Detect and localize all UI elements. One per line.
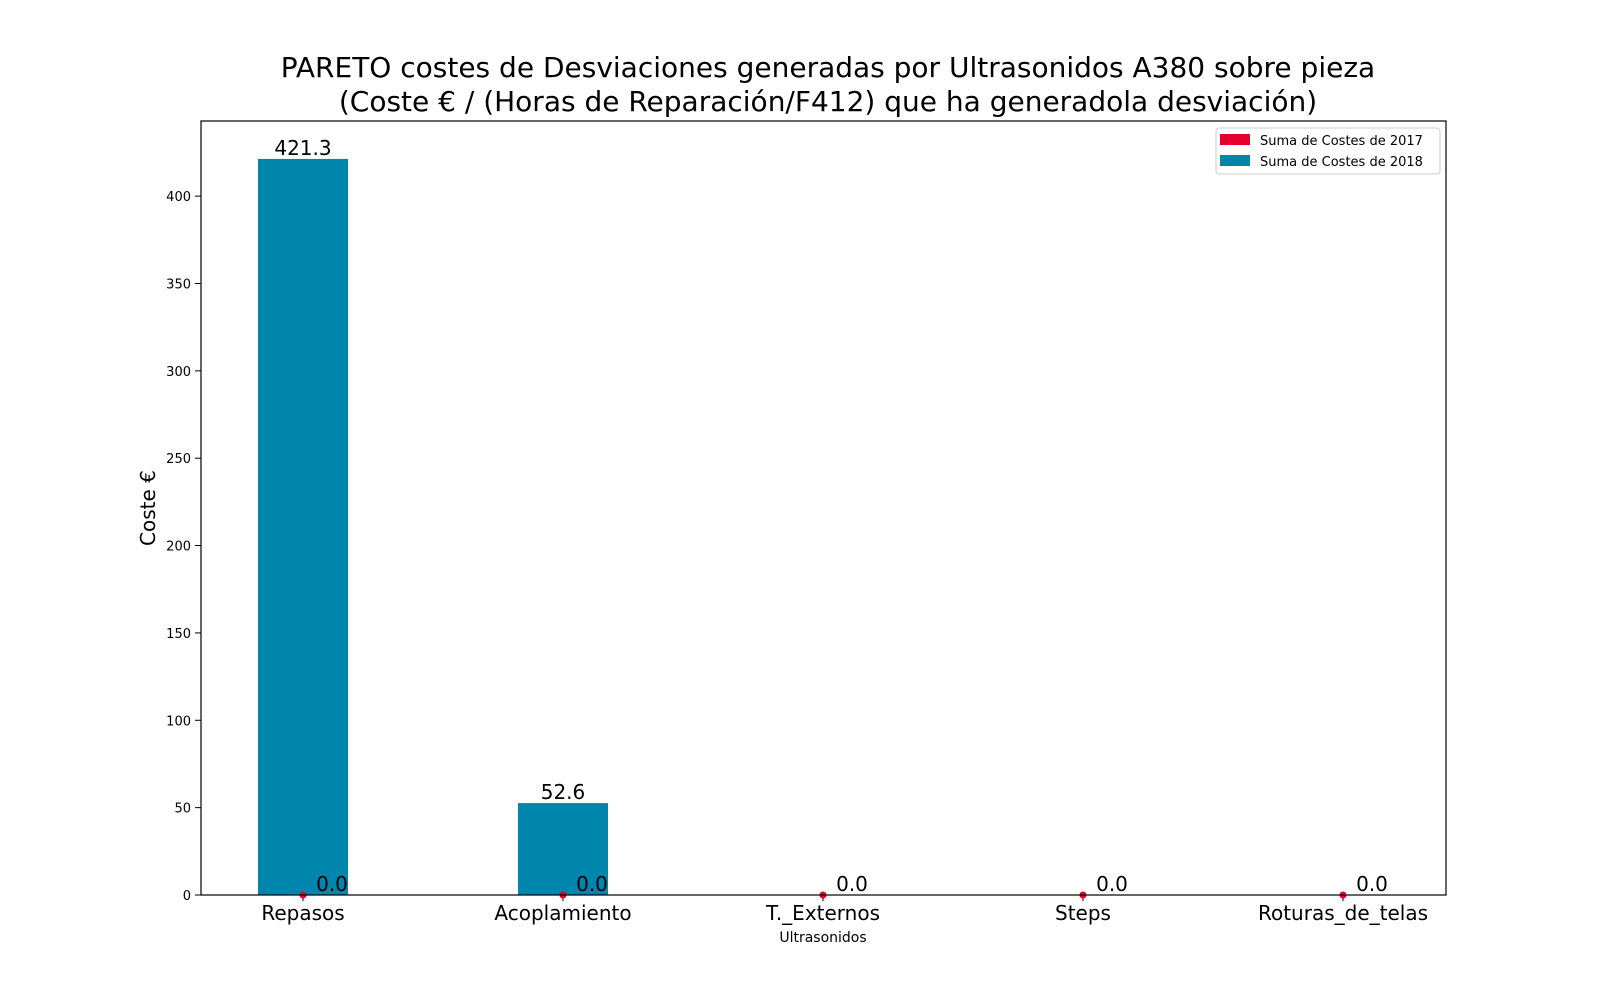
data-label-2018: 421.3 xyxy=(274,136,331,160)
data-label-2017: 0.0 xyxy=(836,872,868,896)
y-tick-label: 350 xyxy=(166,277,191,292)
data-label-2017: 0.0 xyxy=(576,872,608,896)
x-tick-label: Acoplamiento xyxy=(494,901,631,925)
y-tick-label: 400 xyxy=(166,190,191,205)
y-tick-label: 250 xyxy=(166,452,191,467)
y-tick-label: 150 xyxy=(166,627,191,642)
data-label-2017: 0.0 xyxy=(1356,872,1388,896)
x-tick-label: Roturas_de_telas xyxy=(1258,901,1428,925)
x-tick-label: Repasos xyxy=(261,901,344,925)
legend-swatch-2017 xyxy=(1220,134,1250,145)
y-tick-label: 200 xyxy=(166,540,191,555)
y-tick-label: 100 xyxy=(166,714,191,729)
data-label-2017: 0.0 xyxy=(1096,872,1128,896)
data-label-2017: 0.0 xyxy=(316,872,348,896)
x-tick-label: Steps xyxy=(1055,901,1111,925)
x-axis-label: Ultrasonidos xyxy=(779,930,866,946)
legend-label-2017: Suma de Costes de 2017 xyxy=(1260,134,1423,149)
y-tick-label: 50 xyxy=(174,802,191,817)
legend-swatch-2018 xyxy=(1220,155,1250,166)
y-axis-label: Coste € xyxy=(136,470,160,546)
y-tick-label: 300 xyxy=(166,365,191,380)
bar-2018 xyxy=(258,158,348,896)
legend-label-2018: Suma de Costes de 2018 xyxy=(1260,155,1423,170)
data-label-2018: 52.6 xyxy=(541,780,586,804)
legend: Suma de Costes de 2017 Suma de Costes de… xyxy=(1215,127,1441,175)
plot-area: 0 50 100 150 200 250 300 350 400 Repasos 421.3 0.0 A… xyxy=(166,136,1428,925)
y-tick-label: 0 xyxy=(183,889,191,904)
legend-box xyxy=(1215,127,1441,175)
chart-title-line1: PARETO costes de Desviaciones generadas … xyxy=(281,51,1375,84)
bar-2018 xyxy=(518,803,608,895)
chart-title-line2: (Coste € / (Horas de Reparación/F412) qu… xyxy=(339,85,1317,118)
plot-frame xyxy=(200,120,1447,896)
x-tick-label: T._Externos xyxy=(765,901,880,925)
